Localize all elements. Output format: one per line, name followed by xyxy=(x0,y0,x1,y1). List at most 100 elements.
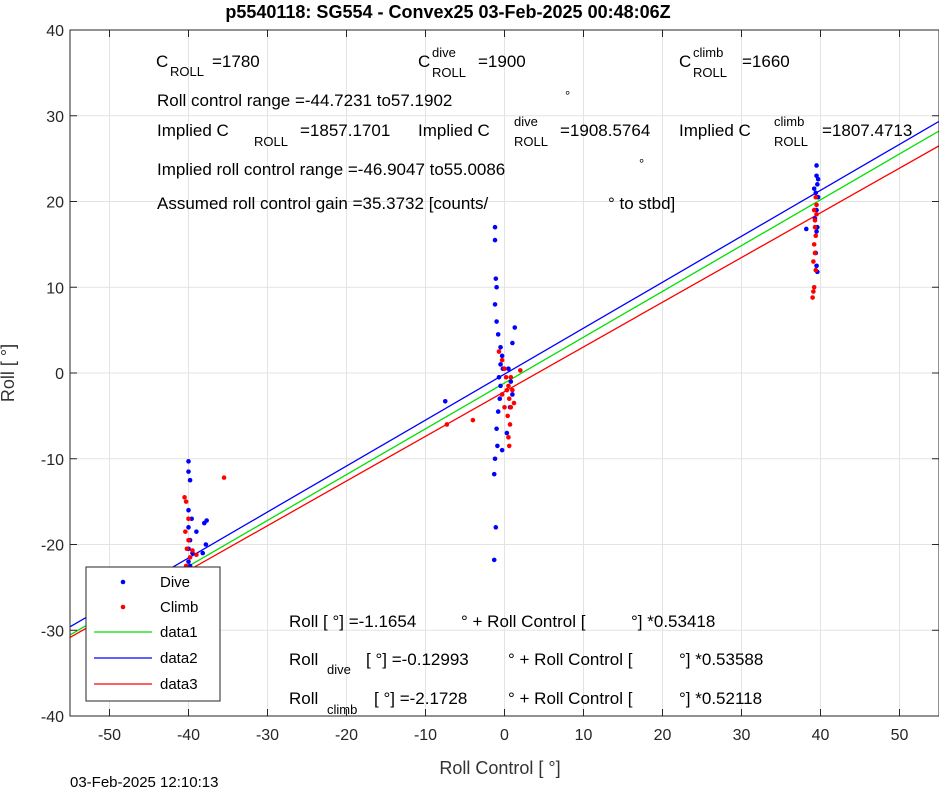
svg-text:Roll [ °] =-1.1654: Roll [ °] =-1.1654 xyxy=(289,612,416,631)
x-tick-label: 40 xyxy=(812,727,830,744)
svg-text:dive: dive xyxy=(432,45,456,60)
axis-ticks: -50 -40 -30 -20 -10 0 10 20 30 40 50 -40 -30 -20 -10 0 1… xyxy=(41,23,939,744)
implied-c-roll: Implied C ROLL =1857.1701 xyxy=(157,121,390,149)
svg-text:ROLL: ROLL xyxy=(774,134,808,149)
svg-text:ROLL: ROLL xyxy=(693,65,727,80)
point-dive xyxy=(510,340,515,346)
point-dive xyxy=(495,409,501,414)
legend-label-data1: data1 xyxy=(160,624,198,641)
svg-text:dive: dive xyxy=(514,114,538,129)
point-climb xyxy=(511,400,517,406)
point-dive xyxy=(204,518,209,523)
x-tick-label: 10 xyxy=(575,727,593,744)
y-tick-label: 10 xyxy=(46,280,64,297)
point-climb xyxy=(182,495,187,500)
point-dive xyxy=(499,447,505,453)
point-dive xyxy=(186,525,191,530)
point-dive xyxy=(194,529,199,534)
point-climb xyxy=(811,284,817,290)
point-climb xyxy=(496,349,502,354)
svg-text:ROLL: ROLL xyxy=(514,134,548,149)
legend: Dive Climb data1 data2 data3 xyxy=(85,566,221,702)
roll-control-range: Roll control range =-44.7231 to57.1902 xyxy=(157,91,452,110)
point-climb xyxy=(187,555,193,560)
svg-text:°] *0.52118: °] *0.52118 xyxy=(679,689,762,708)
point-climb xyxy=(444,422,450,427)
legend-marker-dive xyxy=(120,579,126,585)
svg-text:ROLL: ROLL xyxy=(254,134,288,149)
point-climb xyxy=(186,516,191,522)
point-climb xyxy=(811,242,817,247)
svg-text:=1660: =1660 xyxy=(742,52,790,71)
point-climb xyxy=(813,194,819,200)
point-climb xyxy=(814,212,819,217)
point-climb xyxy=(503,374,509,380)
c-roll-dive-annotation: C dive ROLL =1900 xyxy=(418,45,526,80)
x-tick-label: -50 xyxy=(98,727,121,744)
point-climb xyxy=(811,207,817,213)
svg-text:=1908.5764: =1908.5764 xyxy=(560,121,650,140)
x-tick-label: 20 xyxy=(654,727,672,744)
y-tick-label: -30 xyxy=(41,623,64,640)
point-climb xyxy=(499,392,505,397)
point-dive xyxy=(200,550,206,556)
point-dive xyxy=(815,182,820,187)
point-dive xyxy=(186,559,191,564)
legend-label-data3: data3 xyxy=(160,676,198,693)
svg-text:=1857.1701: =1857.1701 xyxy=(300,121,390,140)
svg-text:=1780: =1780 xyxy=(212,52,260,71)
point-climb xyxy=(811,289,816,294)
point-climb xyxy=(221,475,227,480)
assumed-gain-unit: ° to stbd] xyxy=(608,194,675,213)
svg-text:° + Roll Control [: ° + Roll Control [ xyxy=(461,612,586,631)
point-dive xyxy=(492,456,498,462)
svg-text:C: C xyxy=(156,52,168,71)
point-climb xyxy=(470,417,476,423)
timestamp: 03-Feb-2025 12:10:13 xyxy=(70,774,219,791)
svg-text:C: C xyxy=(418,52,430,71)
svg-text:Implied C: Implied C xyxy=(418,121,490,140)
point-dive xyxy=(506,366,511,372)
point-dive xyxy=(187,477,193,483)
point-climb xyxy=(186,537,191,543)
y-axis-label: Roll [ °] xyxy=(0,344,18,402)
fit-line-data2 xyxy=(69,120,939,628)
point-climb xyxy=(183,529,188,534)
point-dive xyxy=(186,469,191,474)
point-climb xyxy=(506,435,511,440)
legend-marker-climb xyxy=(120,604,126,610)
point-climb xyxy=(814,202,819,208)
point-dive xyxy=(814,173,819,179)
point-dive xyxy=(494,426,499,432)
point-dive xyxy=(442,398,448,404)
x-tick-label: -10 xyxy=(414,727,437,744)
legend-label-dive: Dive xyxy=(160,574,190,591)
point-climb xyxy=(812,218,818,223)
point-climb xyxy=(811,259,816,264)
y-tick-label: 40 xyxy=(46,23,64,40)
fit-line-data3 xyxy=(69,145,939,638)
point-climb xyxy=(812,224,818,230)
degree-marker-2: ° xyxy=(639,156,644,171)
svg-text:climb: climb xyxy=(693,45,723,60)
chart-title: p5540118: SG554 - Convex25 03-Feb-2025 0… xyxy=(225,2,670,22)
point-dive xyxy=(510,392,515,397)
y-tick-label: 0 xyxy=(55,366,64,383)
point-climb xyxy=(518,368,523,373)
svg-text:° + Roll Control [: ° + Roll Control [ xyxy=(508,650,633,669)
svg-text:Implied C: Implied C xyxy=(679,121,751,140)
point-climb xyxy=(812,250,818,256)
implied-c-roll-dive: Implied C dive ROLL =1908.5764 xyxy=(418,114,650,149)
point-dive xyxy=(814,263,819,269)
point-dive xyxy=(496,374,502,380)
implied-c-roll-climb: Implied C climb ROLL =1807.4713 xyxy=(679,114,912,149)
point-climb xyxy=(506,396,512,402)
svg-text:C: C xyxy=(679,52,691,71)
svg-text:=1807.4713: =1807.4713 xyxy=(822,121,912,140)
svg-text:[ °] =-0.12993: [ °] =-0.12993 xyxy=(366,650,469,669)
point-dive xyxy=(203,542,209,547)
y-tick-label: -20 xyxy=(41,538,64,555)
point-climb xyxy=(502,405,507,410)
point-dive xyxy=(814,163,819,168)
